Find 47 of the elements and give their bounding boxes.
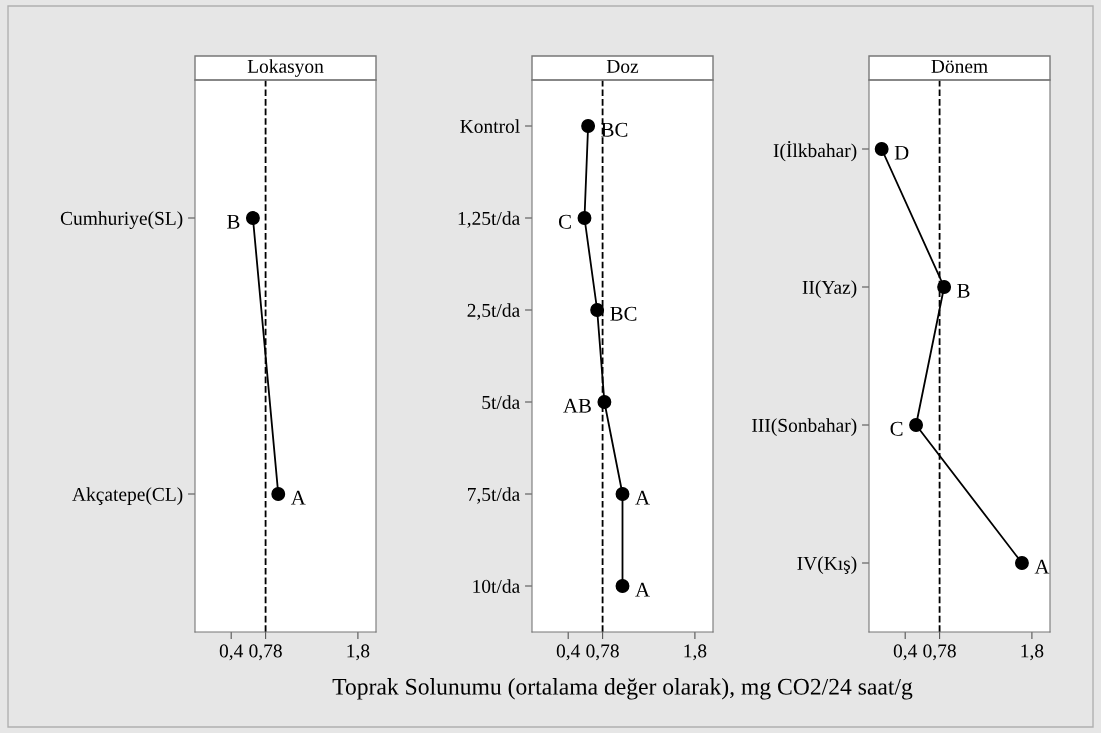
point	[615, 487, 630, 501]
point	[577, 211, 592, 225]
point	[874, 142, 889, 156]
x-tick-label: 0,4	[556, 644, 581, 661]
point	[615, 579, 630, 593]
chart-title: Lokasyon	[247, 59, 324, 77]
x-tick-label: 0,78	[923, 644, 956, 661]
annotation: B	[957, 283, 970, 298]
y-tick-label: II(Yaz)	[802, 280, 857, 298]
y-tick-label: III(Sonbahar)	[752, 418, 857, 436]
annotation: B	[227, 214, 240, 229]
x-tick-label: 1,8	[1021, 644, 1044, 661]
chart-title: Dönem	[931, 59, 988, 73]
x-tick-label: 0,4	[893, 644, 918, 661]
point	[909, 418, 924, 432]
x-tick-label: 1,8	[347, 644, 370, 661]
y-tick-label: 2,5t/da	[467, 303, 520, 320]
annotation: BC	[601, 122, 628, 137]
annotation: AB	[563, 398, 591, 413]
y-tick-label: IV(Kış)	[797, 556, 857, 574]
y-tick-label: 10t/da	[473, 579, 520, 593]
point	[597, 395, 612, 409]
point	[590, 303, 605, 317]
annotation: C	[558, 214, 571, 229]
y-tick-label: Akçatepe(CL)	[72, 487, 183, 505]
x-tick-label: 0,78	[249, 644, 282, 661]
annotation: A	[1034, 559, 1050, 574]
point	[937, 280, 952, 294]
annotation: A	[290, 490, 306, 505]
y-tick-label: 5t/da	[482, 395, 520, 409]
point	[1014, 556, 1029, 570]
x-axis-title: Toprak Solunumu (ortalama değer olarak), mg CO2/24 saat/g	[332, 678, 913, 700]
x-tick-label: 0,78	[586, 644, 619, 661]
annotation: D	[894, 145, 909, 160]
annotation: A	[635, 582, 650, 597]
annotation: C	[890, 421, 903, 436]
y-tick-label: 1,25t/da	[458, 211, 520, 228]
y-tick-label: Kontrol	[460, 119, 520, 133]
x-tick-label: 1,8	[684, 644, 707, 661]
x-tick-label: 0,4	[219, 644, 244, 661]
annotation: BC	[610, 306, 637, 321]
y-tick-label: 7,5t/da	[468, 487, 520, 504]
annotation: A	[635, 490, 650, 505]
y-tick-label: Cumhuriye(SL)	[60, 211, 183, 229]
y-tick-label: I(İlkbahar)	[773, 141, 857, 162]
chart-title: Doz	[606, 59, 639, 73]
point	[581, 119, 596, 133]
